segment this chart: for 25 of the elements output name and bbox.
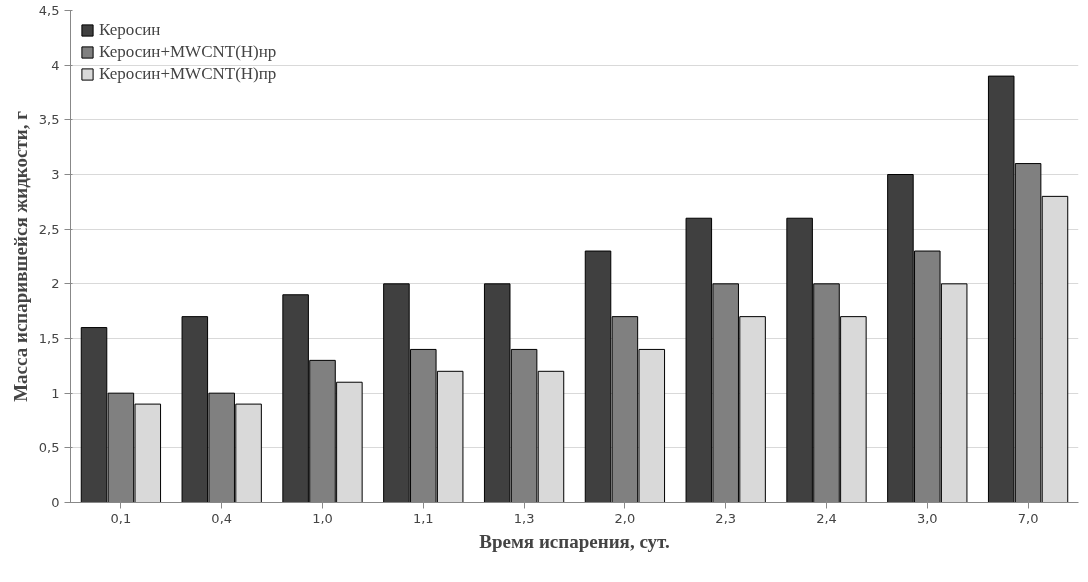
x-tick-label: 0,4 [211, 510, 233, 526]
x-tick-label: 2,3 [715, 510, 737, 526]
x-tick-label: 3,0 [916, 510, 938, 526]
y-tick-label: 2 [51, 276, 60, 292]
y-tick-label: 1 [51, 385, 60, 401]
x-tick-label: 7,0 [1017, 510, 1039, 526]
y-tick-label: 4,5 [38, 3, 60, 18]
x-tick-label: 0,1 [110, 510, 132, 526]
y-tick-label: 0 [51, 495, 60, 510]
x-tick-label: 1,0 [312, 510, 333, 526]
y-tick-label: 3 [51, 167, 60, 182]
x-axis-title: Время испарения, сут. [479, 530, 670, 552]
y-tick-label: 4 [51, 57, 60, 73]
x-tick-label: 1,1 [412, 510, 434, 526]
y-axis-title: Масса испарившейся жидкости, г [9, 110, 31, 402]
x-tick-label: 2,0 [614, 510, 636, 526]
y-tick-label: 1,5 [38, 331, 60, 346]
legend-label: Керосин [99, 20, 161, 40]
legend-label: Керосин+MWCNT(H)нр [99, 42, 277, 62]
legend-label: Керосин+MWCNT(H)пр [99, 64, 277, 84]
x-tick-label: 2,4 [816, 510, 837, 526]
y-tick-label: 3,5 [38, 112, 60, 128]
y-tick-label: 2,5 [38, 221, 60, 237]
y-tick-label: 0,5 [38, 440, 60, 456]
x-tick-label: 1,3 [513, 510, 535, 526]
